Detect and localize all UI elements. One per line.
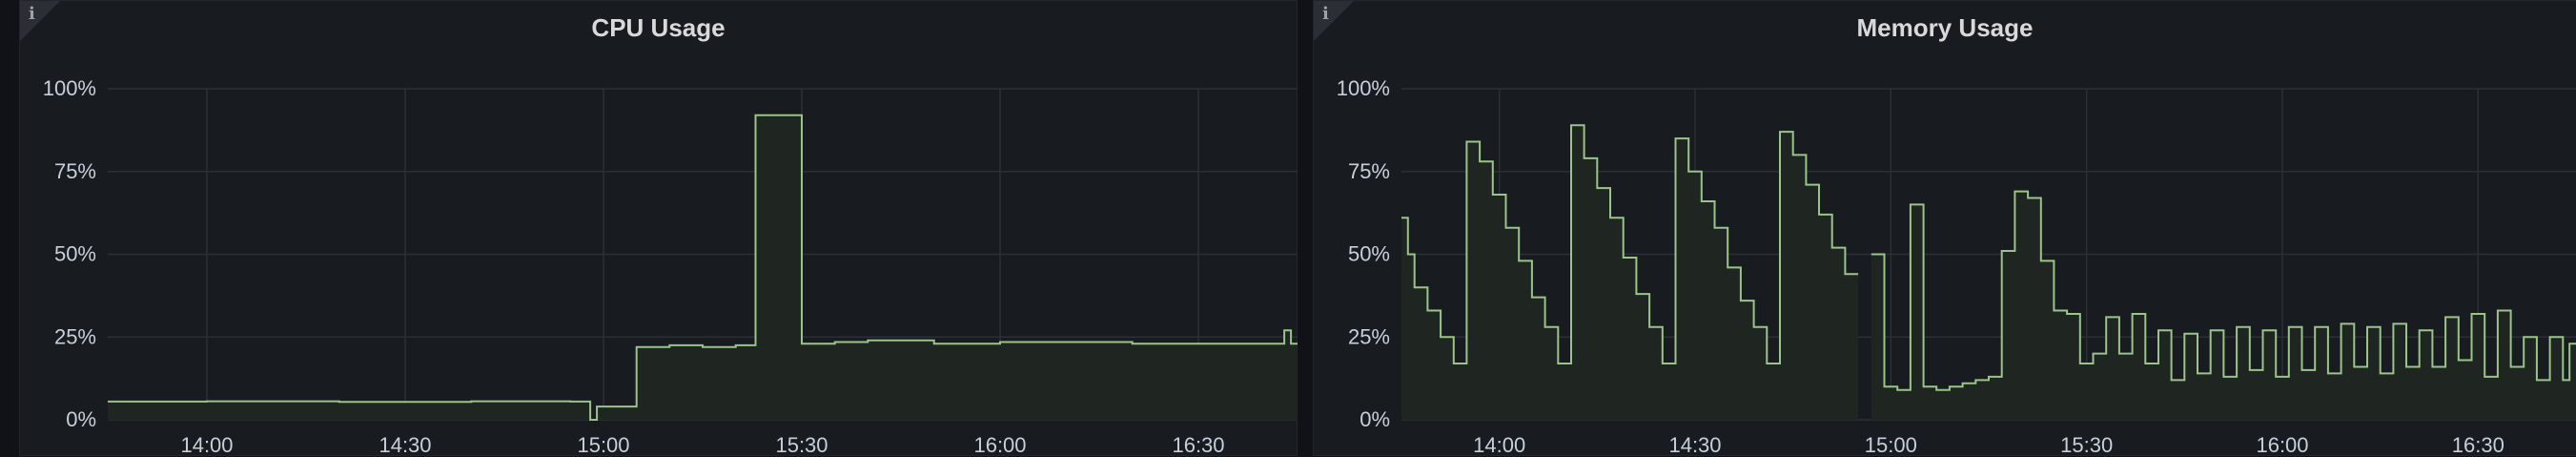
series-area	[1401, 125, 1859, 420]
y-tick-label: 25%	[54, 324, 96, 348]
series-line	[1401, 124, 1859, 364]
x-tick-label: 16:30	[1172, 433, 1224, 457]
x-tick-label: 16:00	[973, 433, 1026, 457]
cpu-usage-chart: 0% 25% 50% 75% 100% 14:00 14:30 15:00 15:30 16:00…	[43, 76, 1298, 457]
x-tick-label: 14:30	[378, 433, 431, 457]
x-tick-label: 14:00	[1473, 433, 1525, 457]
memory-usage-panel[interactable]: i Memory Usage 0% 25% 50% 75% 100% 14:00 14:30…	[1313, 0, 2576, 457]
y-tick-label: 75%	[54, 159, 96, 183]
x-tick-label: 15:30	[2060, 433, 2113, 457]
x-tick-label: 14:30	[1668, 433, 1721, 457]
info-icon[interactable]: i	[29, 4, 35, 24]
series-line	[1871, 190, 2576, 391]
x-tick-label: 15:00	[1865, 433, 1917, 457]
y-tick-label: 0%	[1360, 407, 1390, 431]
y-tick-label: 50%	[1348, 242, 1390, 266]
cpu-usage-panel[interactable]: i CPU Usage 0% 25% 50% 75% 100% 14:00 14:30 15:…	[19, 0, 1298, 457]
panel-title[interactable]: Memory Usage	[1856, 13, 2034, 42]
y-tick-label: 0%	[66, 407, 96, 431]
info-icon[interactable]: i	[1322, 4, 1329, 24]
x-tick-label: 16:30	[2452, 433, 2504, 457]
series-line	[108, 114, 1298, 421]
y-tick-label: 100%	[1337, 76, 1390, 100]
series-area	[1871, 191, 2576, 420]
panel-info-corner[interactable]	[20, 1, 60, 41]
y-tick-label: 75%	[1348, 159, 1390, 183]
panel-title[interactable]: CPU Usage	[591, 13, 726, 42]
panel-info-corner[interactable]	[1314, 1, 1354, 41]
y-tick-label: 100%	[43, 76, 96, 100]
memory-usage-chart: 0% 25% 50% 75% 100% 14:00 14:30 15:00 15:30 16:00…	[1337, 76, 2576, 457]
series-area	[108, 114, 1298, 421]
y-tick-label: 25%	[1348, 324, 1390, 348]
x-tick-label: 15:00	[577, 433, 629, 457]
x-tick-label: 14:00	[180, 433, 233, 457]
x-tick-label: 16:00	[2256, 433, 2308, 457]
y-tick-label: 50%	[54, 242, 96, 266]
x-tick-label: 15:30	[775, 433, 828, 457]
